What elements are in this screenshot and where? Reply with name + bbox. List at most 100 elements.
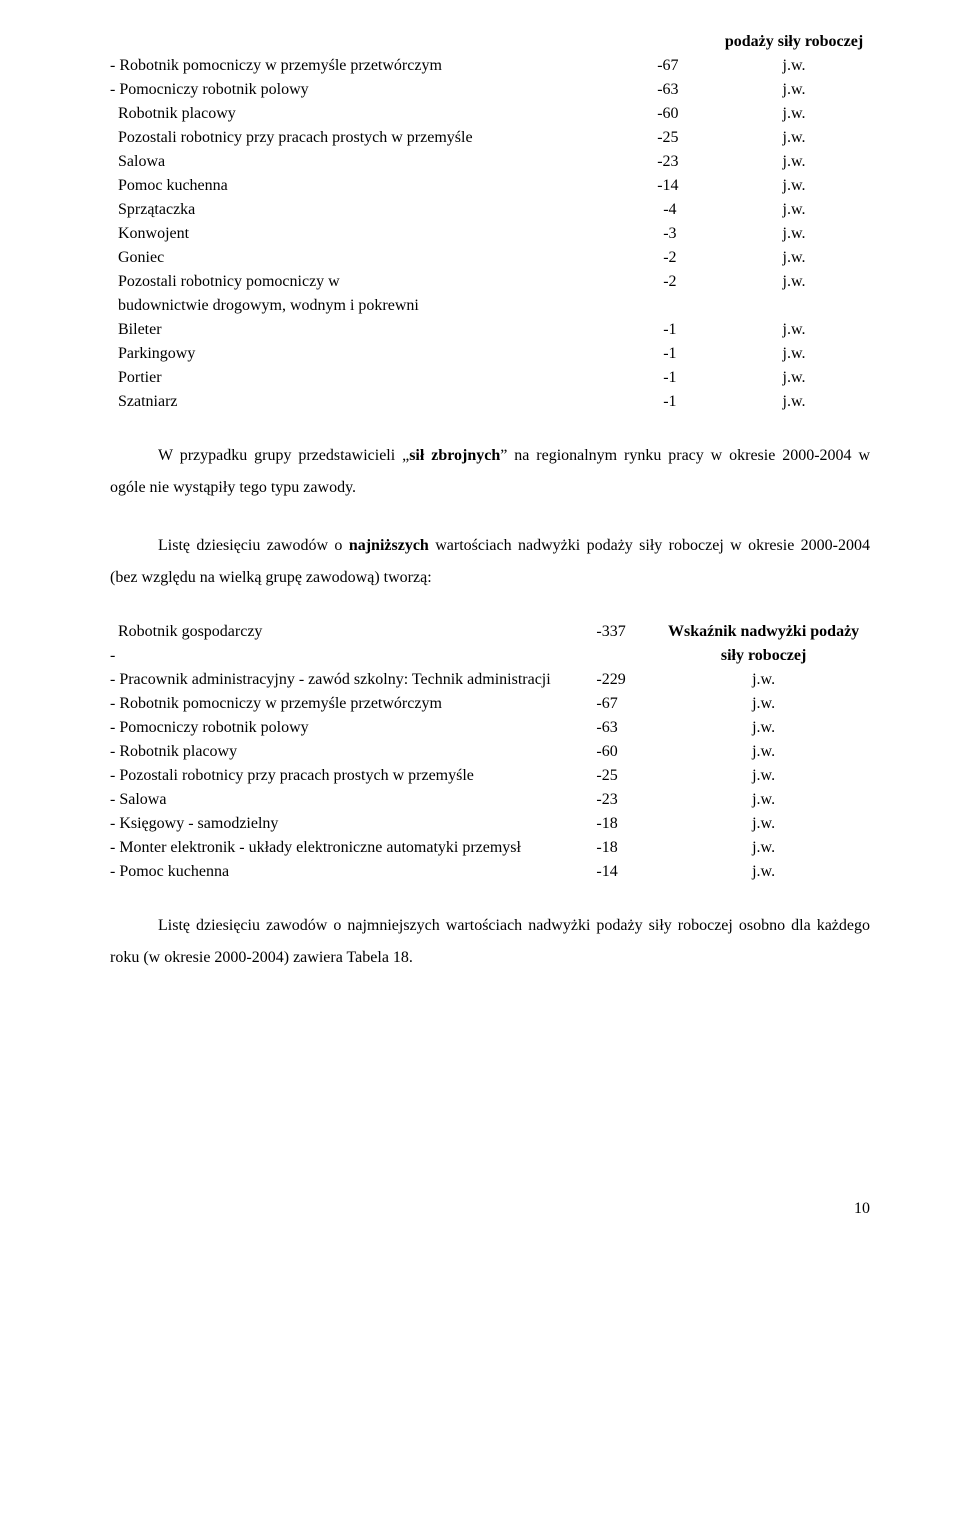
table-row: - Robotnik pomocniczy w przemyśle przetw… xyxy=(110,692,870,716)
table-row: Pomoc kuchenna -14 j.w. xyxy=(110,174,870,198)
table-row: - Księgowy - samodzielny -18 j.w. xyxy=(110,812,870,836)
row-jw: j.w. xyxy=(657,860,870,884)
table-row: Robotnik placowy -60 j.w. xyxy=(110,102,870,126)
row-label: - Monter elektronik - układy elektronicz… xyxy=(110,836,596,860)
row-value: -4 xyxy=(657,198,718,222)
row-jw: j.w. xyxy=(718,390,870,414)
paragraph-1: W przypadku grupy przedstawicieli „sił z… xyxy=(110,440,870,504)
page-number: 10 xyxy=(110,1000,870,1218)
row-label: Salowa xyxy=(110,150,657,174)
row-jw: j.w. xyxy=(718,126,870,150)
table-row: Robotnik gospodarczy -337 Wskaźnik nadwy… xyxy=(110,620,870,644)
table-row: Bileter -1 j.w. xyxy=(110,318,870,342)
table-2: Robotnik gospodarczy -337 Wskaźnik nadwy… xyxy=(110,620,870,884)
row-jw: j.w. xyxy=(718,150,870,174)
row-jw: j.w. xyxy=(718,102,870,126)
table-row: - Salowa -23 j.w. xyxy=(110,788,870,812)
para1-part-a: W przypadku grupy przedstawicieli „ xyxy=(158,447,409,464)
row-value: -2 xyxy=(657,246,718,270)
header-cell: podaży siły roboczej xyxy=(718,30,870,54)
row-label: Parkingowy xyxy=(110,342,657,366)
row-label: - Salowa xyxy=(110,788,596,812)
row-value: -2 xyxy=(657,270,718,318)
page-container: podaży siły roboczej - Robotnik pomocnic… xyxy=(0,0,960,1258)
row-jw: j.w. xyxy=(718,366,870,390)
row-label: Robotnik gospodarczy xyxy=(110,620,596,644)
row-jw: j.w. xyxy=(718,174,870,198)
row-label: - Pomoc kuchenna xyxy=(110,860,596,884)
row-value: -25 xyxy=(657,126,718,150)
row-value: -1 xyxy=(657,390,718,414)
table-row: - Robotnik pomocniczy w przemyśle przetw… xyxy=(110,54,870,78)
row-label: - Pozostali robotnicy przy pracach prost… xyxy=(110,764,596,788)
row-label: - Księgowy - samodzielny xyxy=(110,812,596,836)
table-row: podaży siły roboczej xyxy=(110,30,870,54)
paragraph-2: Listę dziesięciu zawodów o najniższych w… xyxy=(110,530,870,594)
row-jw: j.w. xyxy=(718,342,870,366)
table-row: - Pomocniczy robotnik polowy -63 j.w. xyxy=(110,716,870,740)
row-label: - Pracownik administracyjny - zawód szko… xyxy=(110,668,596,692)
row-jw: j.w. xyxy=(718,54,870,78)
row-value: -1 xyxy=(657,366,718,390)
row-value: -229 xyxy=(596,668,657,692)
table-row: Sprzątaczka -4 j.w. xyxy=(110,198,870,222)
table-row: Szatniarz -1 j.w. xyxy=(110,390,870,414)
row-value: -63 xyxy=(596,716,657,740)
row-label: - Robotnik placowy xyxy=(110,740,596,764)
row-jw: j.w. xyxy=(657,692,870,716)
table-row: Salowa -23 j.w. xyxy=(110,150,870,174)
row-value: -67 xyxy=(657,54,718,78)
row-jw: j.w. xyxy=(657,812,870,836)
row-label: Robotnik placowy xyxy=(110,102,657,126)
row-jw: j.w. xyxy=(718,246,870,270)
para1-bold: sił zbrojnych xyxy=(409,447,500,464)
table-row: - Pozostali robotnicy przy pracach prost… xyxy=(110,764,870,788)
row-label: Portier xyxy=(110,366,657,390)
row-value: -337 xyxy=(596,620,657,644)
row-value: -60 xyxy=(596,740,657,764)
row-jw: j.w. xyxy=(718,318,870,342)
row-jw: j.w. xyxy=(657,764,870,788)
para2-part-a: Listę dziesięciu zawodów o xyxy=(158,537,349,554)
table-row: Konwojent -3 j.w. xyxy=(110,222,870,246)
row-jw: j.w. xyxy=(657,836,870,860)
header-cell: Wskaźnik nadwyżki podaży siły roboczej xyxy=(657,620,870,668)
row-value: -60 xyxy=(657,102,718,126)
row-value: -1 xyxy=(657,318,718,342)
table-row: Goniec -2 j.w. xyxy=(110,246,870,270)
row-jw: j.w. xyxy=(657,740,870,764)
row-label: - Robotnik pomocniczy w przemyśle przetw… xyxy=(110,54,657,78)
row-jw: j.w. xyxy=(718,222,870,246)
row-label: - Pomocniczy robotnik polowy xyxy=(110,78,657,102)
table-row: Parkingowy -1 j.w. xyxy=(110,342,870,366)
row-value: -23 xyxy=(657,150,718,174)
row-label: Pozostali robotnicy przy pracach prostyc… xyxy=(110,126,657,150)
row-label: Sprzątaczka xyxy=(110,198,657,222)
row-jw: j.w. xyxy=(718,78,870,102)
row-value: -14 xyxy=(596,860,657,884)
table-row: Portier -1 j.w. xyxy=(110,366,870,390)
row-label: Pozostali robotnicy pomocniczy w budowni… xyxy=(110,270,657,318)
table-row: - Robotnik placowy -60 j.w. xyxy=(110,740,870,764)
row-value: -1 xyxy=(657,342,718,366)
table-1: podaży siły roboczej - Robotnik pomocnic… xyxy=(110,30,870,414)
row-label: Szatniarz xyxy=(110,390,657,414)
row-value: -63 xyxy=(657,78,718,102)
row-jw: j.w. xyxy=(718,198,870,222)
row-label: - xyxy=(110,644,596,668)
table-row: - Pomoc kuchenna -14 j.w. xyxy=(110,860,870,884)
row-value: -25 xyxy=(596,764,657,788)
row-jw: j.w. xyxy=(718,270,870,318)
row-label: Konwojent xyxy=(110,222,657,246)
row-value: -14 xyxy=(657,174,718,198)
row-label: Goniec xyxy=(110,246,657,270)
row-jw: j.w. xyxy=(657,788,870,812)
paragraph-3: Listę dziesięciu zawodów o najmniejszych… xyxy=(110,910,870,974)
table-row: Pozostali robotnicy pomocniczy w budowni… xyxy=(110,270,870,318)
table-row: - Monter elektronik - układy elektronicz… xyxy=(110,836,870,860)
table-row: - Pomocniczy robotnik polowy -63 j.w. xyxy=(110,78,870,102)
table-row: Pozostali robotnicy przy pracach prostyc… xyxy=(110,126,870,150)
row-label: - Pomocniczy robotnik polowy xyxy=(110,716,596,740)
row-value: -67 xyxy=(596,692,657,716)
row-value: -18 xyxy=(596,836,657,860)
